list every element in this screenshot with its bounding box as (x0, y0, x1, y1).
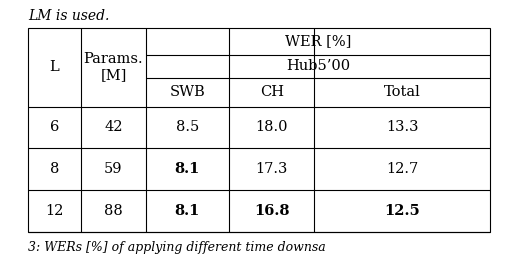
Text: 42: 42 (104, 120, 123, 134)
Text: SWB: SWB (170, 85, 205, 99)
Text: 18.0: 18.0 (255, 120, 288, 134)
Text: 13.3: 13.3 (386, 120, 419, 134)
Text: 12.7: 12.7 (386, 162, 418, 176)
Text: 8.1: 8.1 (175, 162, 200, 176)
Bar (28, 28, 490, 232)
Text: 8.5: 8.5 (176, 120, 199, 134)
Text: 17.3: 17.3 (255, 162, 288, 176)
Text: 12: 12 (45, 204, 64, 218)
Text: LM is used.: LM is used. (28, 9, 110, 23)
Text: CH: CH (260, 85, 283, 99)
Text: L: L (50, 60, 60, 74)
Text: 6: 6 (50, 120, 60, 134)
Text: 88: 88 (104, 204, 123, 218)
Text: 12.5: 12.5 (384, 204, 420, 218)
Text: 8: 8 (50, 162, 60, 176)
Text: WER [%]: WER [%] (284, 34, 351, 48)
Text: 59: 59 (104, 162, 123, 176)
Text: 8.1: 8.1 (175, 204, 200, 218)
Text: Params.
[M]: Params. [M] (84, 52, 143, 82)
Text: Total: Total (384, 85, 421, 99)
Text: 3: WERs [%] of applying different time downsa: 3: WERs [%] of applying different time d… (28, 242, 326, 255)
Text: Hub5’00: Hub5’00 (286, 60, 350, 73)
Text: 16.8: 16.8 (254, 204, 290, 218)
